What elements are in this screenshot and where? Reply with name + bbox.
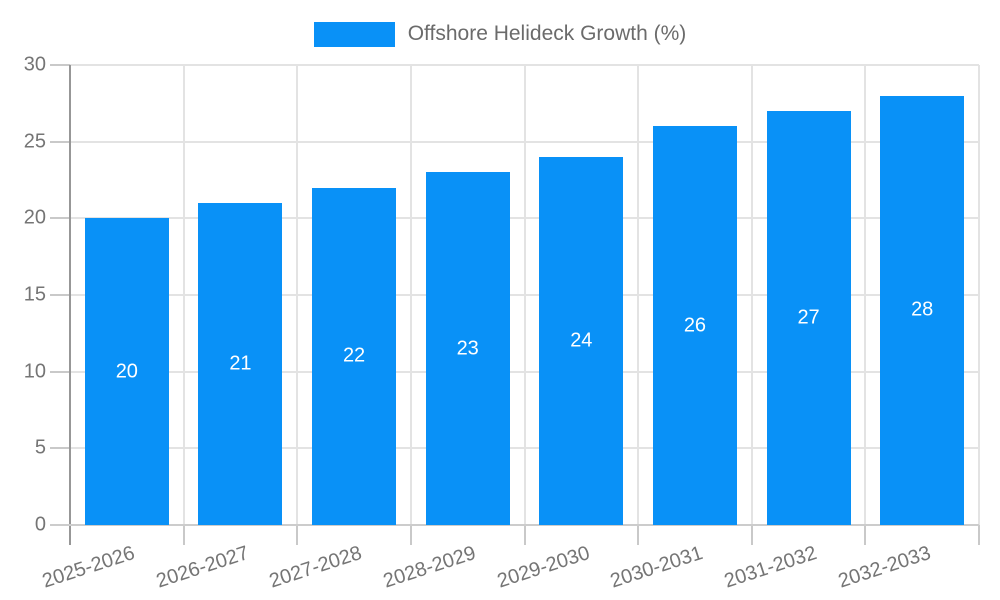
x-tick-mark: [182, 525, 185, 545]
bar: [425, 172, 510, 525]
gridline-vertical: [182, 65, 185, 525]
y-tick-mark: [50, 140, 70, 143]
legend[interactable]: Offshore Helideck Growth (%): [0, 18, 1000, 50]
legend-swatch: [313, 21, 395, 47]
gridline-vertical: [523, 65, 526, 525]
gridline-vertical: [637, 65, 640, 525]
x-tick-mark: [409, 525, 412, 545]
x-tick-label: 2025-2026: [39, 542, 138, 593]
y-axis-line: [69, 65, 71, 545]
x-tick-label: 2032-2033: [835, 542, 933, 593]
y-tick-label: 10: [23, 360, 46, 383]
legend-label: Offshore Helideck Growth (%): [407, 22, 687, 45]
y-tick-label: 30: [23, 53, 46, 76]
x-tick-mark: [978, 525, 980, 545]
y-tick-mark: [50, 370, 70, 373]
gridline-vertical: [296, 65, 299, 525]
x-tick-mark: [296, 525, 299, 545]
x-tick-mark: [750, 525, 753, 545]
gridline-vertical: [409, 65, 412, 525]
bar: [880, 95, 965, 525]
bar-value-label: 21: [229, 352, 252, 375]
y-tick-mark: [50, 217, 70, 220]
x-tick-mark: [637, 525, 640, 545]
x-tick-label: 2026-2027: [153, 542, 252, 593]
x-tick-label: 2030-2031: [607, 542, 706, 593]
bar: [312, 187, 397, 525]
y-tick-label: 20: [23, 206, 46, 229]
y-tick-mark: [50, 64, 70, 66]
x-tick-label: 2028-2029: [380, 542, 479, 593]
bar: [766, 111, 851, 525]
x-tick-mark: [864, 525, 867, 545]
bar-value-label: 23: [456, 337, 479, 360]
x-tick-label: 2031-2032: [721, 542, 820, 593]
y-tick-mark: [50, 447, 70, 450]
y-tick-label: 25: [23, 130, 46, 153]
bar: [84, 218, 169, 525]
bar-value-label: 22: [342, 344, 366, 367]
y-tick-label: 5: [34, 436, 46, 459]
x-axis-line: [50, 524, 979, 526]
bar-value-label: 26: [683, 314, 707, 337]
x-tick-label: 2027-2028: [267, 542, 365, 593]
bar-value-label: 20: [115, 360, 138, 383]
bar-value-label: 28: [911, 298, 934, 321]
bar-value-label: 24: [570, 329, 593, 352]
x-tick-label: 2029-2030: [494, 542, 593, 593]
gridline-vertical: [978, 65, 980, 525]
bar: [539, 157, 624, 525]
bar: [198, 203, 283, 525]
gridline-vertical: [750, 65, 753, 525]
bar: [652, 126, 737, 525]
y-tick-label: 15: [23, 283, 46, 306]
y-tick-mark: [50, 294, 70, 296]
x-tick-mark: [523, 525, 526, 545]
bar-value-label: 27: [797, 306, 820, 329]
y-tick-label: 0: [34, 513, 46, 536]
gridline-vertical: [864, 65, 867, 525]
